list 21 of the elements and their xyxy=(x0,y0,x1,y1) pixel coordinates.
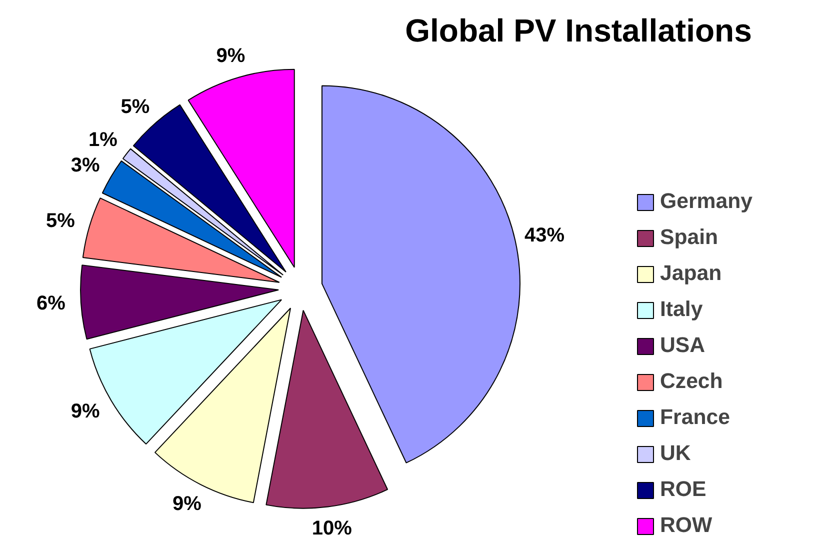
data-label: 43% xyxy=(524,224,565,247)
data-label: 3% xyxy=(70,154,100,176)
data-label: 5% xyxy=(120,96,150,118)
legend-label: Japan xyxy=(660,261,722,286)
data-label: 6% xyxy=(36,292,66,315)
data-label: 1% xyxy=(88,129,118,152)
data-label: 9% xyxy=(70,400,100,423)
legend-label: France xyxy=(660,405,730,430)
legend-label: ROW xyxy=(660,513,712,538)
legend-label: ROE xyxy=(660,477,706,502)
data-label: 9% xyxy=(216,45,246,68)
legend-label: UK xyxy=(660,441,691,466)
data-label: 9% xyxy=(172,493,202,516)
data-label: 10% xyxy=(312,518,352,540)
chart-title: Global PV Installations xyxy=(405,12,752,48)
legend-label: Germany xyxy=(660,189,752,214)
data-label: 5% xyxy=(46,210,76,232)
legend-label: Spain xyxy=(660,225,718,250)
legend-label: Italy xyxy=(660,297,703,322)
legend-label: USA xyxy=(660,333,706,358)
legend-label: Czech xyxy=(660,369,723,394)
